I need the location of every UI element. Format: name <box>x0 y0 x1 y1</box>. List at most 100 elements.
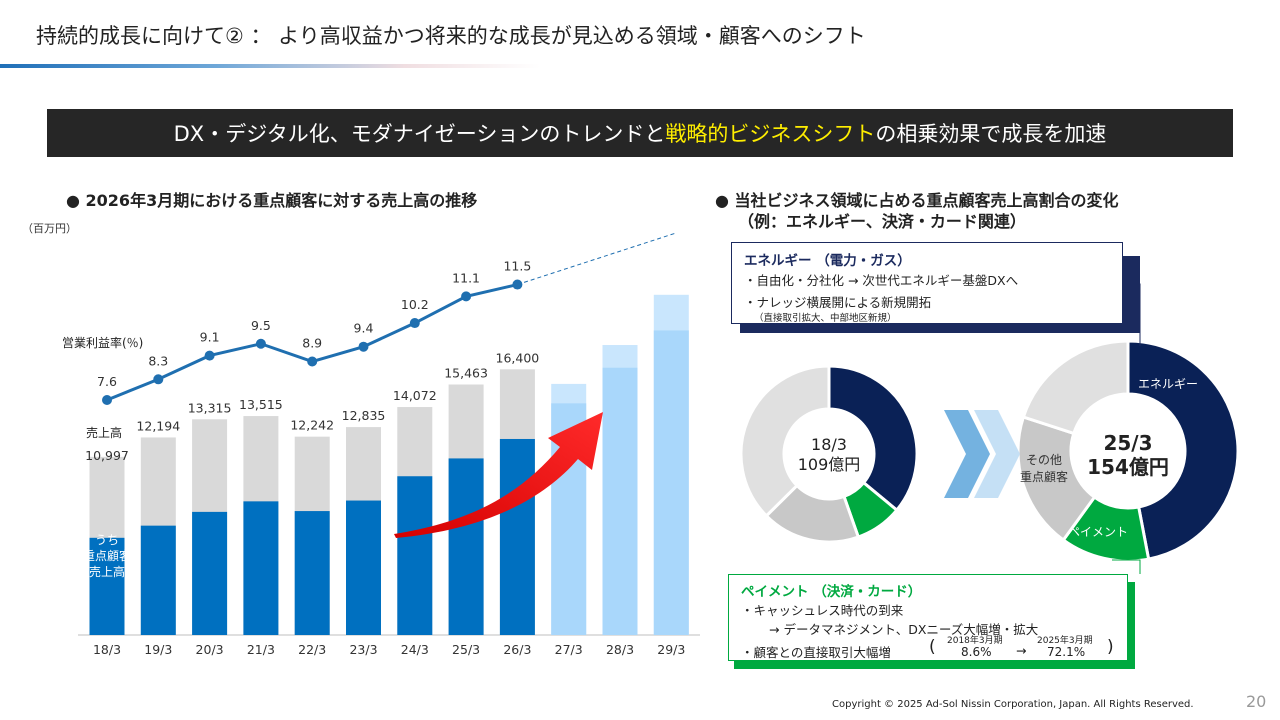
chevron-right-icon <box>944 410 990 498</box>
bar-key-23/3 <box>346 500 381 635</box>
energy-box-line-2: ・ナレッジ横展開による新規開拓 <box>744 295 932 310</box>
donut2-payment-label: ペイメント <box>1068 525 1128 539</box>
donut-slice-0 <box>827 364 919 513</box>
copyright-text: Copyright © 2025 Ad-Sol Nissin Corporati… <box>832 699 1194 710</box>
bar-value-label-24/3: 14,072 <box>393 388 437 403</box>
margin-trend-extension <box>517 232 677 286</box>
payment-from-label: 2018年3月期 <box>947 636 1003 646</box>
margin-point-19/3 <box>153 374 164 385</box>
payment-box-title: ペイメント （決済・カード） <box>741 584 922 600</box>
margin-point-21/3 <box>255 338 266 349</box>
bar-key-19/3 <box>140 525 176 635</box>
margin-point-25/3 <box>461 291 472 302</box>
x-tick-label-25/3: 25/3 <box>452 642 480 657</box>
donut-slice-3 <box>1021 339 1130 436</box>
payment-box: ペイメント （決済・カード） ・キャッシュレス時代の到来 → データマネジメント… <box>728 574 1128 661</box>
bar-value-label-20/3: 13,315 <box>188 400 232 415</box>
energy-box-line-3: （直接取引拡大、中部地区新規） <box>754 313 897 324</box>
margin-point-22/3 <box>307 356 318 367</box>
energy-box-edge <box>1131 286 1140 333</box>
bar-value-label-23/3: 12,835 <box>342 408 386 423</box>
unit-label: （百万円） <box>22 222 77 235</box>
payment-to-label: 2025年3月期 <box>1037 636 1093 646</box>
payment-box-line-1: ・キャッシュレス時代の到来 <box>741 603 904 618</box>
right-section-subtitle: （例：エネルギー、決済・カード関連） <box>738 212 1026 231</box>
margin-point-18/3 <box>102 395 112 405</box>
bar-key-26/3 <box>499 438 535 635</box>
x-tick-label-29/3: 29/3 <box>657 642 685 657</box>
donut1-center-amount: 109億円 <box>798 455 861 474</box>
title-underline <box>0 64 540 68</box>
key-customer-label: うち 重点顧客 売上高 <box>83 533 131 579</box>
banner-highlight: 戦略的ビジネスシフト <box>665 122 876 146</box>
x-tick-label-26/3: 26/3 <box>503 642 531 657</box>
arrow-right-icon: → <box>1016 643 1027 658</box>
donut2-other-key-label-2: 重点顧客 <box>1020 469 1068 484</box>
energy-box-title: エネルギー （電力・ガス） <box>744 253 911 269</box>
x-tick-label-19/3: 19/3 <box>144 642 172 657</box>
payment-box-line-3: ・顧客との直接取引大幅増 <box>741 645 891 660</box>
margin-value-label-26/3: 11.5 <box>503 259 531 274</box>
donut2-other-key-label-1: その他 <box>1026 453 1062 467</box>
x-tick-label-27/3: 27/3 <box>555 642 583 657</box>
donut2-center-period: 25/3 <box>1103 431 1152 455</box>
margin-series-label: 営業利益率(％) <box>62 335 143 350</box>
energy-connector <box>1132 283 1141 346</box>
x-tick-label-23/3: 23/3 <box>349 642 377 657</box>
donut2-energy-label: エネルギー <box>1138 377 1198 391</box>
payment-to-value: 72.1% <box>1047 645 1086 659</box>
bar-forecast-key-28/3 <box>602 367 638 635</box>
margin-point-23/3 <box>358 341 369 352</box>
margin-value-label-25/3: 11.1 <box>452 270 480 285</box>
right-section-title: ● 当社ビジネス領域に占める重点顧客売上高割合の変化 <box>715 191 1119 210</box>
margin-value-label-22/3: 8.9 <box>302 336 322 351</box>
bar-value-label-19/3: 12,194 <box>136 418 180 433</box>
bar-forecast-key-29/3 <box>653 330 689 635</box>
payment-box-line-2: → データマネジメント、DXニーズ大幅増・拡大 <box>769 622 1039 637</box>
key-label-line-1: うち <box>95 533 119 547</box>
bar-value-label-18/3: 10,997 <box>85 448 129 463</box>
bar-value-label-21/3: 13,515 <box>239 397 283 412</box>
key-label-line-3: 売上高 <box>89 564 125 579</box>
chevron-right-icon <box>974 410 1020 498</box>
donut-slice-3 <box>739 364 831 518</box>
margin-value-label-20/3: 9.1 <box>200 330 220 345</box>
margin-point-26/3 <box>512 279 523 290</box>
margin-value-label-24/3: 10.2 <box>401 297 429 312</box>
paren-close: ) <box>1107 637 1114 657</box>
headline-banner: DX・デジタル化、モダナイゼーションのトレンドと 戦略的ビジネスシフト の相乗効果で… <box>47 109 1233 157</box>
donut1-center-period: 18/3 <box>811 435 847 454</box>
donut-slice-0 <box>1126 339 1240 561</box>
margin-value-label-19/3: 8.3 <box>148 353 168 368</box>
x-tick-label-18/3: 18/3 <box>93 642 121 657</box>
page-title: 持続的成長に向けて② ： より高収益かつ将来的な成長が見込める領域・顧客へのシフ… <box>36 24 866 48</box>
bar-key-18/3 <box>89 537 125 635</box>
margin-value-label-23/3: 9.4 <box>354 321 374 336</box>
key-label-line-2: 重点顧客 <box>83 548 131 563</box>
payment-connector <box>1112 559 1141 574</box>
margin-value-label-21/3: 9.5 <box>251 318 271 333</box>
bar-value-label-25/3: 15,463 <box>444 365 488 380</box>
x-tick-label-22/3: 22/3 <box>298 642 326 657</box>
paren-open: ( <box>929 637 936 657</box>
sales-series-label: 売上高 <box>86 425 122 440</box>
bar-key-25/3 <box>448 458 484 635</box>
donut2-center-amount: 154億円 <box>1087 455 1169 479</box>
margin-value-label-18/3: 7.6 <box>97 374 117 389</box>
bar-key-20/3 <box>192 511 228 635</box>
left-section-title: ● 2026年3月期における重点顧客に対する売上高の推移 <box>66 191 478 210</box>
growth-arrow-icon <box>394 412 603 538</box>
energy-box: エネルギー （電力・ガス） ・自由化・分社化 → 次世代エネルギー基盤DXへ ・… <box>731 242 1123 324</box>
x-tick-label-21/3: 21/3 <box>247 642 275 657</box>
bar-key-24/3 <box>397 476 433 635</box>
bar-key-22/3 <box>294 511 330 635</box>
x-tick-label-24/3: 24/3 <box>401 642 429 657</box>
banner-suffix: の相乗効果で成長を加速 <box>875 122 1107 146</box>
x-tick-label-20/3: 20/3 <box>196 642 224 657</box>
payment-from-value: 8.6% <box>961 645 992 659</box>
margin-point-20/3 <box>204 350 215 361</box>
energy-box-line-1: ・自由化・分社化 → 次世代エネルギー基盤DXへ <box>744 273 1019 288</box>
